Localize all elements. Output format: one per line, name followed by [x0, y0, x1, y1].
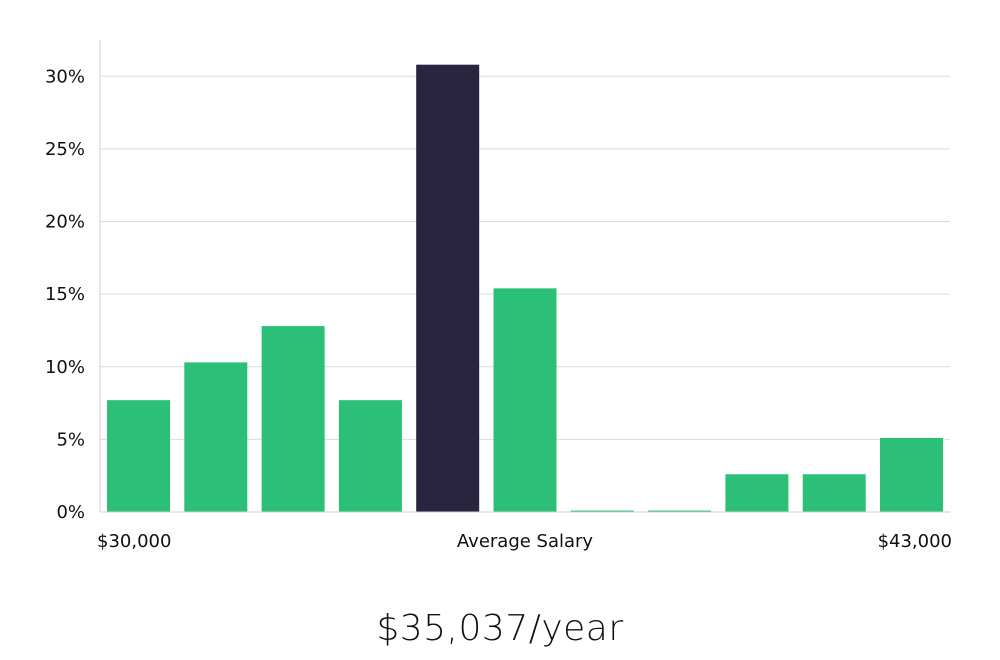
bar — [261, 326, 325, 512]
bars — [107, 64, 943, 512]
bar — [802, 474, 866, 512]
y-tick-label: 15% — [45, 284, 85, 305]
y-tick-label: 10% — [45, 357, 85, 378]
bar — [493, 288, 557, 512]
average-salary-value: $35,037/year — [376, 608, 624, 649]
x-start-label: $30,000 — [97, 531, 171, 552]
bar — [570, 510, 634, 512]
x-axis-title: Average Salary — [457, 531, 594, 552]
bar-highlighted — [416, 64, 480, 512]
bar — [107, 400, 170, 512]
bar — [184, 362, 248, 512]
y-tick-label: 20% — [45, 212, 85, 233]
y-tick-label: 25% — [45, 139, 85, 160]
x-end-label: $43,000 — [878, 531, 952, 552]
bar — [648, 510, 712, 512]
bar — [880, 437, 943, 512]
y-axis-ticks: 0% 5% 10% 15% 20% 25% 30% — [45, 66, 85, 523]
y-tick-label: 30% — [45, 66, 85, 87]
bar — [725, 474, 789, 512]
bar — [338, 400, 402, 512]
y-tick-label: 0% — [56, 502, 85, 523]
y-tick-label: 5% — [56, 429, 85, 450]
